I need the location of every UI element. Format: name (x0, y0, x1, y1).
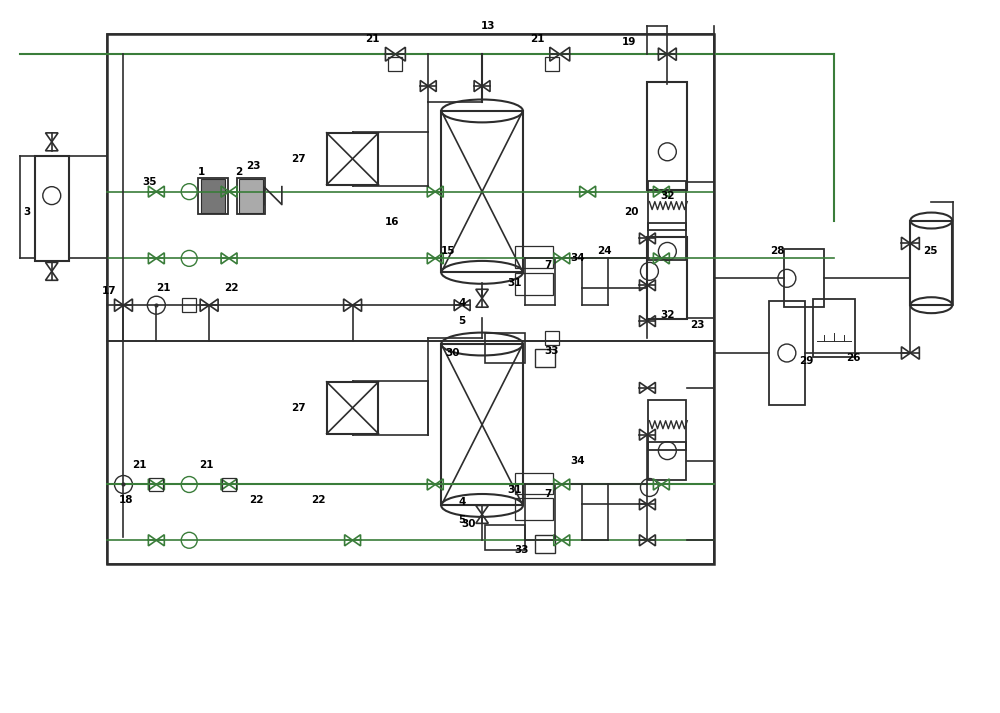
Bar (784, 250, 824, 307)
Text: 18: 18 (119, 496, 134, 506)
Text: 34: 34 (570, 253, 585, 263)
Text: 1: 1 (198, 167, 205, 177)
Text: 30: 30 (461, 519, 475, 529)
Text: 3: 3 (23, 207, 30, 217)
Text: 33: 33 (515, 545, 529, 555)
Text: 23: 23 (246, 160, 260, 170)
Bar (327, 133, 378, 185)
Text: 22: 22 (249, 496, 263, 506)
Bar (535, 349, 555, 367)
Bar (647, 82, 687, 190)
Text: 26: 26 (846, 353, 861, 363)
Bar (441, 111, 523, 272)
Bar (149, 478, 163, 491)
Bar (648, 222, 686, 260)
Text: 16: 16 (385, 217, 400, 227)
Text: 4: 4 (458, 298, 466, 308)
Bar (485, 525, 525, 550)
Bar (35, 156, 69, 261)
Text: 33: 33 (545, 346, 559, 356)
Bar (485, 333, 525, 363)
Bar (813, 299, 855, 357)
Bar (515, 273, 553, 295)
Bar (182, 298, 196, 312)
Bar (107, 34, 714, 564)
Text: 15: 15 (441, 247, 455, 257)
Text: 5: 5 (459, 515, 466, 525)
Bar (648, 441, 686, 480)
Text: 19: 19 (622, 37, 637, 47)
Text: 21: 21 (365, 34, 380, 44)
Bar (388, 57, 402, 71)
Text: 7: 7 (544, 260, 552, 270)
Bar (545, 331, 559, 345)
Text: 27: 27 (291, 403, 306, 413)
Text: 24: 24 (597, 247, 612, 257)
Bar (198, 178, 228, 214)
Text: 28: 28 (770, 247, 784, 257)
Text: 23: 23 (690, 320, 704, 330)
Bar (910, 220, 952, 305)
Text: 25: 25 (923, 247, 938, 257)
Text: 21: 21 (199, 460, 213, 470)
Bar (515, 247, 553, 268)
Text: 31: 31 (508, 278, 522, 288)
Text: 30: 30 (445, 348, 459, 358)
Bar (201, 179, 225, 212)
Bar (648, 180, 686, 230)
Bar (515, 473, 553, 494)
Bar (222, 478, 236, 491)
Text: 5: 5 (459, 316, 466, 326)
Bar (237, 178, 265, 214)
Bar (327, 382, 378, 434)
Text: 29: 29 (800, 356, 814, 366)
Bar (545, 57, 559, 71)
Bar (107, 34, 714, 341)
Bar (107, 341, 714, 564)
Text: 34: 34 (570, 456, 585, 466)
Bar (441, 344, 523, 506)
Bar (239, 179, 263, 212)
Text: 21: 21 (132, 460, 147, 470)
Text: 4: 4 (458, 498, 466, 508)
Bar (769, 301, 805, 405)
Text: 31: 31 (508, 486, 522, 496)
Text: 32: 32 (660, 310, 675, 320)
Bar (648, 400, 686, 450)
Bar (515, 498, 553, 520)
Text: 2: 2 (235, 167, 243, 177)
Text: 13: 13 (481, 21, 495, 31)
Text: 20: 20 (624, 207, 639, 217)
Text: 27: 27 (291, 154, 306, 164)
Bar (647, 237, 687, 319)
Text: 35: 35 (142, 177, 157, 187)
Text: 32: 32 (660, 190, 675, 200)
Text: 21: 21 (156, 283, 171, 293)
Text: 22: 22 (224, 283, 238, 293)
Text: 21: 21 (531, 34, 545, 44)
Bar (535, 535, 555, 553)
Text: 22: 22 (311, 496, 326, 506)
Text: 7: 7 (544, 489, 552, 500)
Text: 17: 17 (102, 286, 117, 297)
